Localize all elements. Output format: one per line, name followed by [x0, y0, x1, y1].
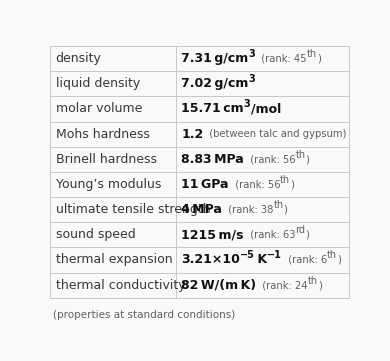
Text: Mohs hardness: Mohs hardness [56, 128, 150, 141]
Text: 8.83 MPa: 8.83 MPa [181, 153, 244, 166]
Text: thermal expansion: thermal expansion [56, 253, 172, 266]
Text: ): ) [317, 54, 321, 64]
Text: 3.21×10: 3.21×10 [181, 253, 240, 266]
Text: th: th [308, 275, 318, 286]
Text: 1.2: 1.2 [181, 128, 204, 141]
Text: ): ) [306, 154, 310, 164]
Text: ultimate tensile strength: ultimate tensile strength [56, 203, 210, 216]
Text: (rank: 56: (rank: 56 [244, 154, 296, 164]
Text: 11 GPa: 11 GPa [181, 178, 229, 191]
Text: 1215 m/s: 1215 m/s [181, 228, 244, 241]
Text: (rank: 6: (rank: 6 [282, 255, 327, 265]
Text: (rank: 38: (rank: 38 [222, 205, 273, 215]
Text: th: th [280, 175, 291, 185]
Text: ): ) [284, 205, 287, 215]
Text: 3: 3 [244, 100, 250, 109]
Text: rd: rd [295, 225, 305, 235]
Text: th: th [296, 150, 306, 160]
Text: (rank: 45: (rank: 45 [255, 54, 307, 64]
Text: ): ) [291, 179, 294, 190]
Text: 82 W/(m K): 82 W/(m K) [181, 279, 256, 292]
Text: th: th [327, 251, 337, 260]
Text: ): ) [305, 230, 309, 240]
Text: (between talc and gypsum): (between talc and gypsum) [204, 129, 347, 139]
Text: molar volume: molar volume [56, 103, 142, 116]
Text: /mol: /mol [250, 103, 281, 116]
Text: 3: 3 [248, 74, 255, 84]
Text: sound speed: sound speed [56, 228, 135, 241]
Text: th: th [307, 49, 317, 59]
Text: liquid density: liquid density [56, 77, 140, 90]
Text: −1: −1 [267, 251, 282, 260]
Text: 4 MPa: 4 MPa [181, 203, 222, 216]
Text: thermal conductivity: thermal conductivity [56, 279, 185, 292]
Text: (rank: 56: (rank: 56 [229, 179, 280, 190]
Text: density: density [56, 52, 101, 65]
Text: Brinell hardness: Brinell hardness [56, 153, 157, 166]
Text: 7.02 g/cm: 7.02 g/cm [181, 77, 248, 90]
Text: Young’s modulus: Young’s modulus [56, 178, 161, 191]
Text: K: K [255, 253, 267, 266]
Text: (rank: 63: (rank: 63 [244, 230, 295, 240]
Text: (properties at standard conditions): (properties at standard conditions) [53, 310, 236, 321]
Text: ): ) [337, 255, 341, 265]
Text: ): ) [318, 280, 322, 290]
Text: −5: −5 [240, 251, 255, 260]
Text: th: th [273, 200, 284, 210]
Text: 3: 3 [248, 49, 255, 59]
Text: 7.31 g/cm: 7.31 g/cm [181, 52, 248, 65]
Text: (rank: 24: (rank: 24 [256, 280, 308, 290]
Text: 15.71 cm: 15.71 cm [181, 103, 244, 116]
